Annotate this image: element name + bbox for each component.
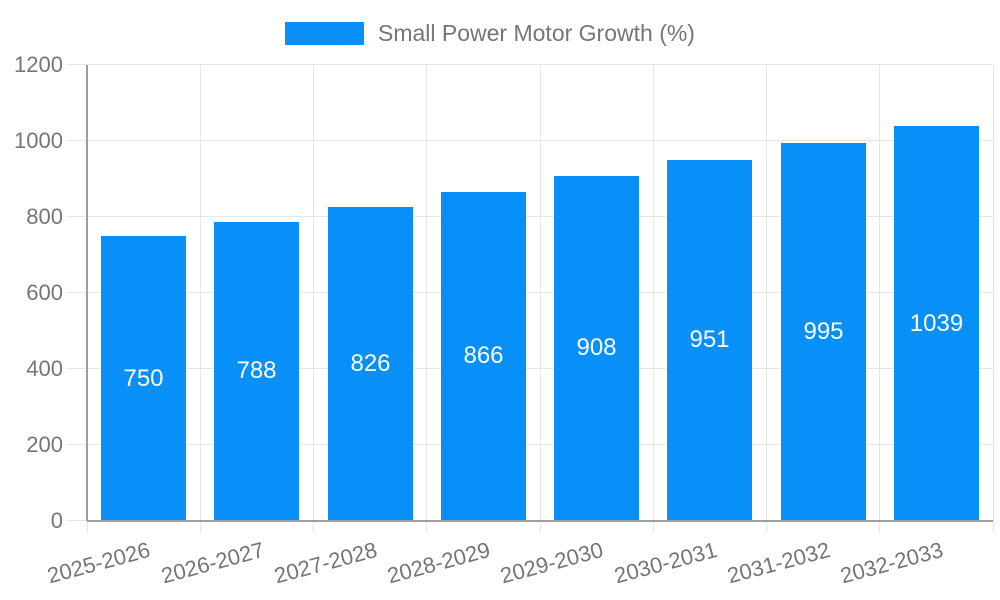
y-tick-label: 800 (26, 204, 63, 229)
gridline-v (879, 65, 881, 521)
gridline-h (67, 292, 993, 293)
bar[interactable] (214, 221, 299, 521)
x-tick-label: 2028-2029 (384, 537, 493, 589)
y-tick-label: 1000 (14, 128, 63, 153)
bar[interactable] (894, 126, 979, 521)
x-tick-label: 2025-2026 (44, 537, 154, 589)
bar[interactable] (781, 142, 866, 521)
legend: Small Power Motor Growth (%) (285, 20, 695, 47)
bar-value-label: 995 (803, 318, 844, 345)
y-axis-tick (67, 520, 87, 521)
x-tick-label: 2032-2033 (837, 537, 946, 589)
bar-value-label: 750 (123, 365, 164, 392)
x-axis-tick (199, 521, 201, 533)
bar[interactable] (101, 236, 186, 521)
gridline-v (539, 65, 541, 521)
y-tick-label: 0 (50, 508, 63, 533)
legend-swatch[interactable] (285, 22, 364, 45)
x-axis-tick (86, 521, 88, 533)
bar-value-label: 1039 (909, 310, 964, 337)
bar-value-label: 826 (350, 350, 391, 377)
bar[interactable] (328, 207, 413, 521)
gridline-v (652, 65, 654, 521)
bar-value-label: 951 (689, 326, 730, 353)
bar-value-label: 788 (236, 357, 277, 384)
y-tick-label: 200 (26, 432, 63, 457)
x-tick-label: 2029-2030 (497, 537, 607, 589)
gridline-v (426, 65, 428, 521)
bar-value-label: 908 (576, 334, 617, 361)
x-axis-tick (879, 521, 881, 533)
x-tick-label: 2030-2031 (611, 537, 720, 589)
x-axis-tick (652, 521, 654, 533)
x-tick-label: 2031-2032 (724, 537, 833, 589)
y-tick-label: 1200 (14, 52, 63, 77)
gridline-v (766, 65, 767, 521)
gridline-v (992, 65, 994, 521)
x-tick-label: 2026-2027 (158, 537, 267, 589)
gridline-h (67, 64, 993, 65)
y-tick-label: 600 (26, 280, 63, 305)
x-axis-tick (766, 521, 767, 533)
bar[interactable] (667, 159, 752, 521)
y-axis-line (86, 65, 88, 521)
bar[interactable] (554, 175, 639, 521)
gridline-h (67, 216, 993, 217)
x-tick-label: 2027-2028 (271, 537, 380, 589)
x-axis-tick (426, 521, 428, 533)
x-axis-tick (992, 521, 994, 533)
gridline-h (67, 140, 993, 141)
legend-label[interactable]: Small Power Motor Growth (%) (378, 20, 695, 46)
gridline-v (199, 65, 201, 521)
gridline-h (67, 368, 993, 369)
bar-value-label: 866 (463, 342, 504, 369)
x-axis-tick (313, 521, 314, 533)
x-axis-line (87, 520, 993, 522)
gridline-h (67, 444, 993, 445)
x-axis-tick (539, 521, 541, 533)
y-tick-label: 400 (26, 356, 63, 381)
bar[interactable] (441, 191, 526, 521)
gridline-v (313, 65, 314, 521)
